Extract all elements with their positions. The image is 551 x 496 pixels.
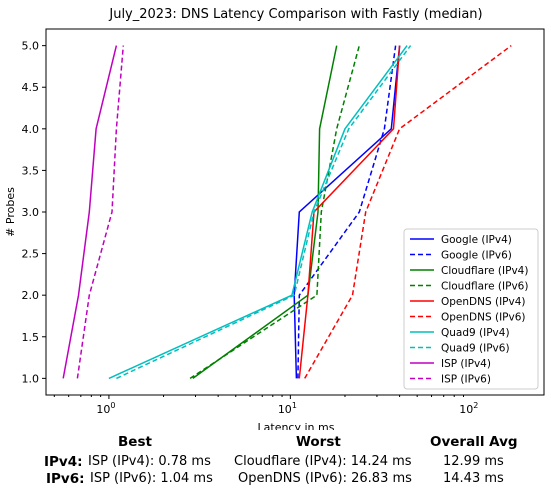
series-line-cloudflare-ipv4 (192, 45, 338, 380)
y-axis: 1.0 1.5 2.0 2.5 3.0 3.5 4.0 4.5 5.0 (22, 40, 46, 385)
latency-chart: July_2023: DNS Latency Comparison with F… (4, 7, 545, 430)
legend-entry: Google (IPv6) (441, 250, 512, 262)
summary-row-ipv6-label: IPv6: (46, 471, 85, 487)
series-line-quad9-ipv4 (108, 45, 408, 380)
x-axis-label: Latency in ms (258, 421, 335, 430)
y-tick-label: 3.5 (22, 164, 40, 177)
series-line-google-ipv6 (297, 45, 397, 379)
legend-entry: OpenDNS (IPv6) (441, 312, 526, 324)
x-tick-label: 102 (459, 401, 478, 416)
summary-header-best: Best (118, 434, 152, 450)
summary-header-avg: Overall Avg (430, 434, 518, 450)
legend-box (403, 228, 539, 390)
series-line-opendns-ipv6 (304, 44, 512, 379)
y-tick-label: 3.0 (22, 206, 40, 219)
series-lines (62, 44, 512, 380)
summary-row-ipv4-best: ISP (IPv4): 0.78 ms (88, 454, 211, 469)
legend-entry: Cloudflare (IPv4) (441, 265, 528, 277)
x-tick-label: 101 (278, 401, 297, 416)
y-tick-label: 4.0 (22, 123, 40, 136)
y-tick-label: 4.5 (22, 81, 40, 94)
y-axis-label: # Probes (4, 187, 17, 237)
series-line-isp-ipv4 (62, 45, 118, 379)
series-line-quad9-ipv6 (116, 45, 412, 380)
legend-entry: OpenDNS (IPv4) (441, 296, 526, 308)
summary-row-ipv4-worst: Cloudflare (IPv4): 14.24 ms (234, 454, 412, 469)
x-tick-label: 100 (96, 401, 115, 416)
chart-title: July_2023: DNS Latency Comparison with F… (108, 7, 482, 22)
y-tick-label: 1.5 (22, 331, 40, 344)
summary-header-worst: Worst (296, 434, 341, 450)
summary-row-ipv4-avg: 12.99 ms (443, 454, 504, 469)
legend-entry: ISP (IPv4) (441, 358, 491, 370)
series-line-isp-ipv6 (76, 45, 125, 379)
legend-entry: Cloudflare (IPv6) (441, 281, 528, 293)
y-tick-label: 2.5 (22, 248, 40, 261)
series-line-google-ipv4 (293, 45, 401, 379)
legend: Google (IPv4) Google (IPv6) Cloudflare (IP… (403, 228, 539, 390)
y-tick-label: 2.0 (22, 289, 40, 302)
legend-entry: Quad9 (IPv4) (441, 327, 510, 339)
x-axis: 100 101 102 (53, 395, 478, 416)
legend-entry: ISP (IPv6) (441, 374, 491, 386)
summary-row-ipv4-label: IPv4: (44, 454, 83, 470)
legend-entry: Quad9 (IPv6) (441, 343, 510, 355)
summary-row-ipv6-worst: OpenDNS (IPv6): 26.83 ms (238, 471, 412, 486)
legend-entry: Google (IPv4) (441, 234, 512, 246)
summary-row-ipv6-best: ISP (IPv6): 1.04 ms (90, 471, 213, 486)
summary-row-ipv6-avg: 14.43 ms (443, 471, 504, 486)
y-tick-label: 1.0 (22, 372, 40, 385)
series-line-cloudflare-ipv6 (189, 45, 361, 380)
y-tick-label: 5.0 (22, 40, 40, 53)
